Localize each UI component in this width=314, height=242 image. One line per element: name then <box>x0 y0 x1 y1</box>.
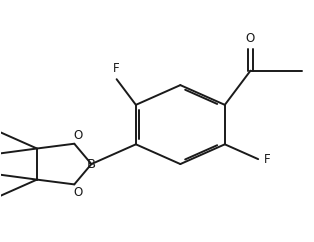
Text: F: F <box>264 153 270 166</box>
Text: B: B <box>87 158 96 171</box>
Text: F: F <box>113 62 120 76</box>
Text: O: O <box>74 129 83 142</box>
Text: O: O <box>74 186 83 199</box>
Text: O: O <box>246 32 255 45</box>
